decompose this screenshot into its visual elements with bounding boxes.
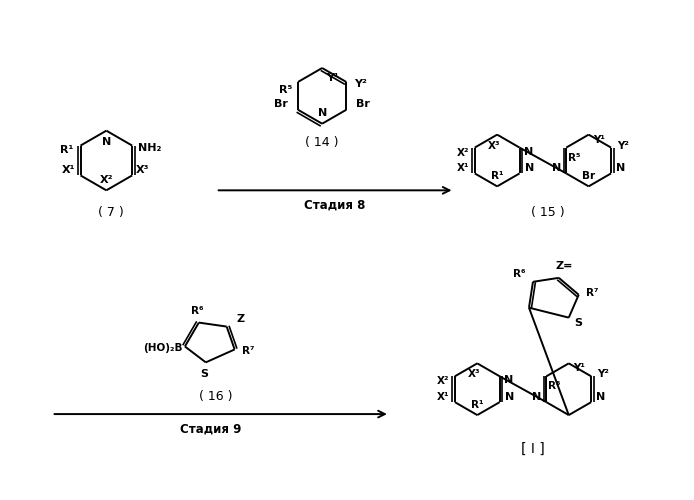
Text: N: N — [102, 136, 111, 146]
Text: S: S — [575, 318, 583, 328]
Text: R⁶: R⁶ — [513, 269, 525, 279]
Text: X¹: X¹ — [437, 392, 449, 402]
Text: Стадия 9: Стадия 9 — [180, 422, 242, 436]
Text: N: N — [552, 164, 561, 173]
Text: N: N — [505, 392, 514, 402]
Text: N: N — [596, 392, 606, 402]
Text: N: N — [616, 164, 625, 173]
Text: X²: X² — [457, 148, 469, 158]
Text: ( 15 ): ( 15 ) — [531, 206, 565, 218]
Text: R¹: R¹ — [60, 144, 74, 154]
Text: N: N — [504, 376, 514, 386]
Text: R¹: R¹ — [491, 172, 503, 181]
Text: R⁷: R⁷ — [586, 288, 599, 298]
Text: R⁵: R⁵ — [568, 152, 580, 162]
Text: Y²: Y² — [354, 79, 366, 89]
Text: [ I ]: [ I ] — [521, 442, 545, 456]
Text: X¹: X¹ — [457, 164, 469, 173]
Text: Br: Br — [274, 99, 288, 109]
Text: X¹: X¹ — [62, 166, 76, 175]
Text: X²: X² — [437, 376, 449, 386]
Text: R¹: R¹ — [471, 400, 484, 410]
Text: S: S — [200, 370, 208, 380]
Text: R⁵: R⁵ — [548, 381, 561, 391]
Text: Y²: Y² — [617, 140, 629, 150]
Text: Z=: Z= — [555, 261, 573, 271]
Text: N: N — [318, 108, 327, 118]
Text: Y²: Y² — [597, 370, 609, 380]
Text: X³: X³ — [135, 166, 149, 175]
Text: R⁶: R⁶ — [191, 306, 203, 316]
Text: ( 16 ): ( 16 ) — [199, 390, 232, 402]
Text: N: N — [532, 392, 541, 402]
Text: (HO)₂B: (HO)₂B — [143, 344, 183, 353]
Text: ( 14 ): ( 14 ) — [305, 136, 339, 149]
Text: NH₂: NH₂ — [138, 142, 162, 152]
Text: Y¹: Y¹ — [325, 73, 339, 83]
Text: X³: X³ — [488, 140, 500, 150]
Text: X³: X³ — [468, 370, 481, 380]
Text: Y¹: Y¹ — [573, 364, 584, 374]
Text: Стадия 8: Стадия 8 — [305, 198, 366, 212]
Text: Z: Z — [237, 314, 245, 324]
Text: N: N — [524, 146, 533, 156]
Text: R⁷: R⁷ — [242, 346, 255, 356]
Text: R⁵: R⁵ — [280, 85, 293, 95]
Text: Y¹: Y¹ — [593, 134, 604, 144]
Text: X²: X² — [100, 176, 113, 186]
Text: Br: Br — [356, 99, 370, 109]
Text: ( 7 ): ( 7 ) — [99, 206, 124, 218]
Text: Br: Br — [582, 172, 595, 181]
Text: N: N — [525, 164, 534, 173]
